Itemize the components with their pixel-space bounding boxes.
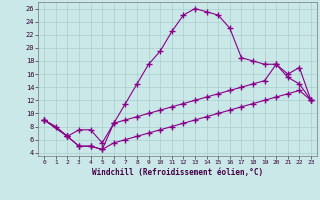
X-axis label: Windchill (Refroidissement éolien,°C): Windchill (Refroidissement éolien,°C) [92,168,263,177]
